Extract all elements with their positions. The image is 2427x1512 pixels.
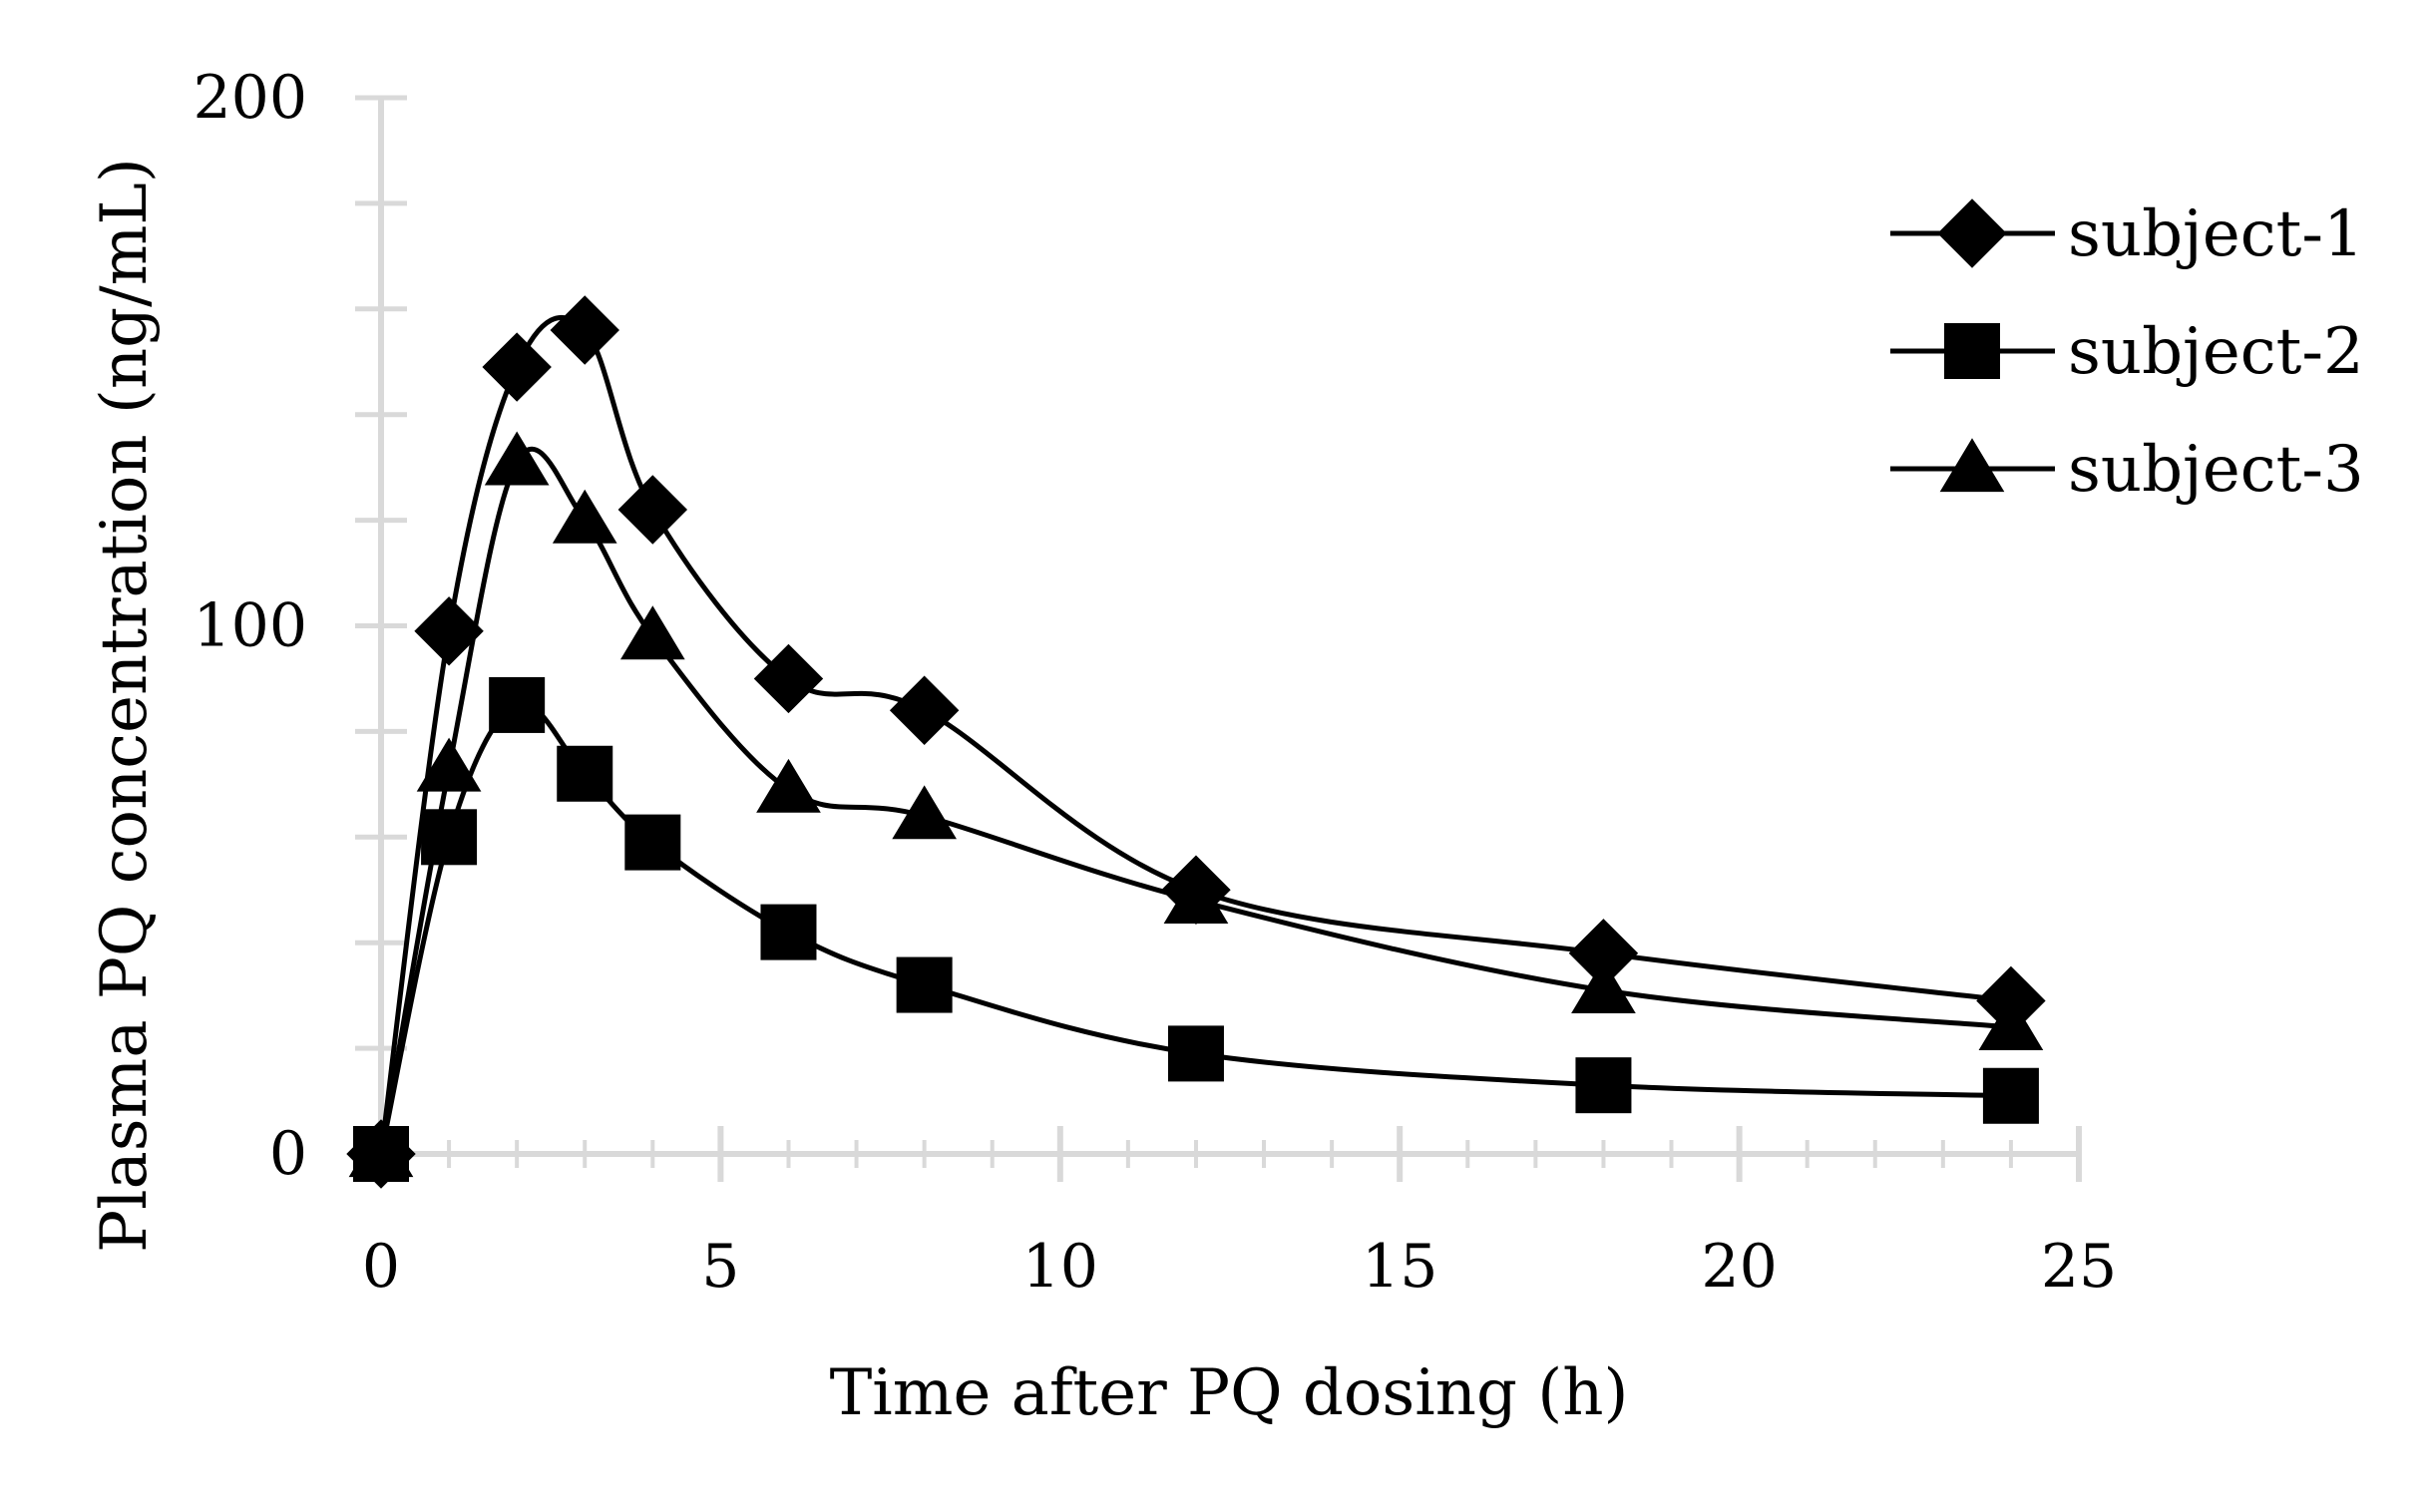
data-point	[557, 745, 613, 802]
legend-marker	[1944, 323, 2000, 379]
legend-label: subject-2	[2068, 315, 2364, 389]
data-point	[484, 431, 550, 486]
data-point	[550, 295, 619, 365]
series-line	[378, 446, 2012, 1155]
x-tick-label: 20	[1701, 1232, 1777, 1302]
y-tick-label: 100	[193, 591, 307, 661]
data-point	[889, 675, 960, 745]
series-line	[378, 314, 2012, 1155]
data-point	[896, 956, 953, 1013]
x-tick-label: 5	[701, 1232, 739, 1302]
data-point	[421, 809, 478, 866]
data-point	[1167, 1025, 1224, 1082]
legend-item: subject-2	[1890, 315, 2364, 389]
axis-layer: 0 100 200 0 5 10 15 20 25	[193, 63, 2117, 1302]
legend-item: subject-3	[1890, 433, 2364, 507]
y-tick-label: 0	[269, 1119, 307, 1189]
data-point	[552, 489, 617, 544]
x-tick-label: 0	[362, 1232, 400, 1302]
series-subject-2	[353, 676, 2039, 1182]
data-point	[617, 475, 688, 545]
data-point	[1568, 919, 1639, 988]
x-axis-title: Time after PQ dosing (h)	[830, 1356, 1629, 1430]
data-point	[482, 332, 552, 402]
legend: subject-1 subject-2 subject-3	[1890, 197, 2364, 507]
series-layer	[346, 295, 2046, 1189]
data-point	[760, 904, 817, 960]
data-point	[624, 814, 681, 871]
legend-label: subject-3	[2068, 433, 2364, 507]
data-point	[1982, 1067, 2039, 1124]
data-point	[1978, 996, 2044, 1051]
data-point	[756, 758, 821, 813]
y-axis-title: Plasma PQ concentration (ng/mL)	[88, 158, 162, 1253]
series-subject-3	[348, 431, 2044, 1178]
x-tick-label: 15	[1362, 1232, 1437, 1302]
legend-marker	[1937, 198, 2007, 268]
data-point	[416, 737, 482, 792]
x-tick-label: 10	[1022, 1232, 1098, 1302]
data-point	[489, 676, 546, 733]
data-point	[619, 605, 685, 660]
legend-item: subject-1	[1890, 197, 2364, 271]
legend-marker	[1939, 438, 2005, 493]
legend-label: subject-1	[2068, 197, 2364, 271]
series-line	[378, 701, 2011, 1155]
x-tick-label: 25	[2041, 1232, 2117, 1302]
data-point	[892, 785, 957, 840]
data-point	[753, 643, 824, 714]
y-tick-label: 200	[193, 63, 307, 133]
data-point	[348, 1123, 414, 1178]
data-point	[1575, 1057, 1632, 1114]
data-point	[1571, 959, 1636, 1013]
label-layer: Time after PQ dosing (h) Plasma PQ conce…	[88, 158, 1628, 1430]
data-point	[1163, 870, 1229, 924]
data-point	[414, 596, 484, 666]
